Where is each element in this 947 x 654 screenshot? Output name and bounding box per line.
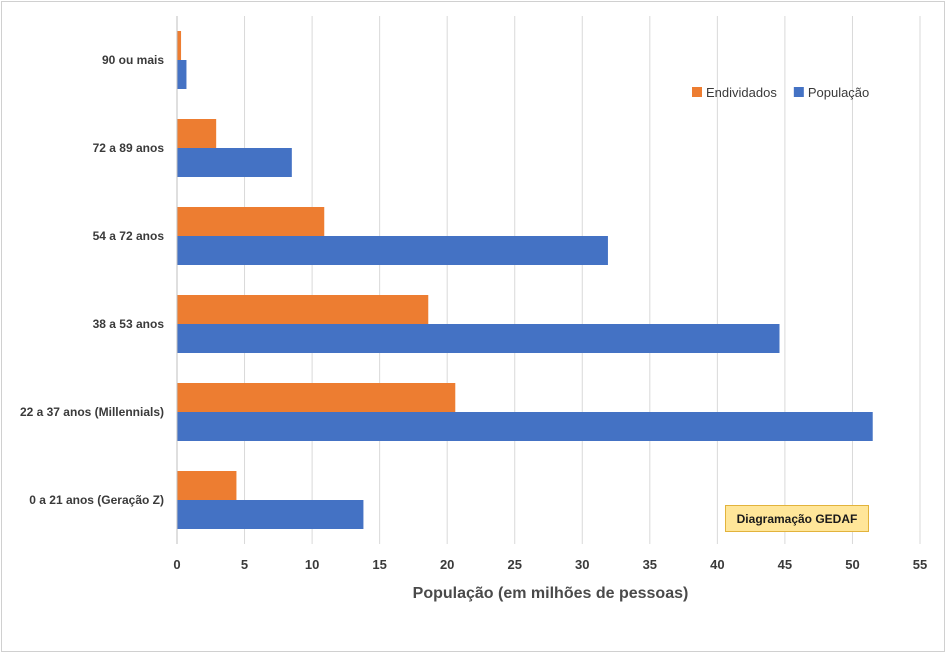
legend-swatch bbox=[793, 87, 804, 97]
x-tick-label: 20 bbox=[440, 557, 454, 572]
bar-populao bbox=[177, 412, 873, 441]
category-label: 72 a 89 anos bbox=[93, 141, 165, 155]
bar-populao bbox=[177, 148, 292, 177]
category-label: 38 a 53 anos bbox=[93, 317, 165, 331]
bar-populao bbox=[177, 500, 364, 529]
watermark-badge: Diagramação GEDAF bbox=[725, 505, 869, 532]
category-label: 22 a 37 anos (Millennials) bbox=[20, 405, 164, 419]
x-tick-label: 40 bbox=[710, 557, 724, 572]
bar-endividados bbox=[177, 295, 429, 324]
x-axis-title: População (em milhões de pessoas) bbox=[413, 585, 689, 602]
legend-label: Endividados bbox=[706, 85, 777, 100]
x-tick-label: 10 bbox=[305, 557, 319, 572]
category-label: 54 a 72 anos bbox=[93, 229, 165, 243]
bar-endividados bbox=[177, 31, 182, 60]
bar-endividados bbox=[177, 119, 217, 148]
bar-endividados bbox=[177, 207, 325, 236]
x-tick-label: 50 bbox=[845, 557, 859, 572]
x-tick-label: 25 bbox=[507, 557, 521, 572]
legend-swatch bbox=[692, 87, 702, 97]
category-label: 0 a 21 anos (Geração Z) bbox=[29, 493, 164, 507]
bar-endividados bbox=[177, 471, 237, 500]
bar-populao bbox=[177, 236, 608, 265]
bar-populao bbox=[177, 324, 780, 353]
category-label: 90 ou mais bbox=[102, 53, 164, 67]
x-tick-label: 0 bbox=[173, 557, 180, 572]
x-tick-label: 15 bbox=[372, 557, 386, 572]
x-tick-label: 45 bbox=[778, 557, 792, 572]
bar-populao bbox=[177, 60, 187, 89]
x-tick-label: 55 bbox=[913, 557, 927, 572]
x-tick-label: 5 bbox=[241, 557, 248, 572]
bar-endividados bbox=[177, 383, 456, 412]
x-tick-label: 35 bbox=[643, 557, 657, 572]
legend-label: População bbox=[808, 85, 869, 100]
x-tick-label: 30 bbox=[575, 557, 589, 572]
